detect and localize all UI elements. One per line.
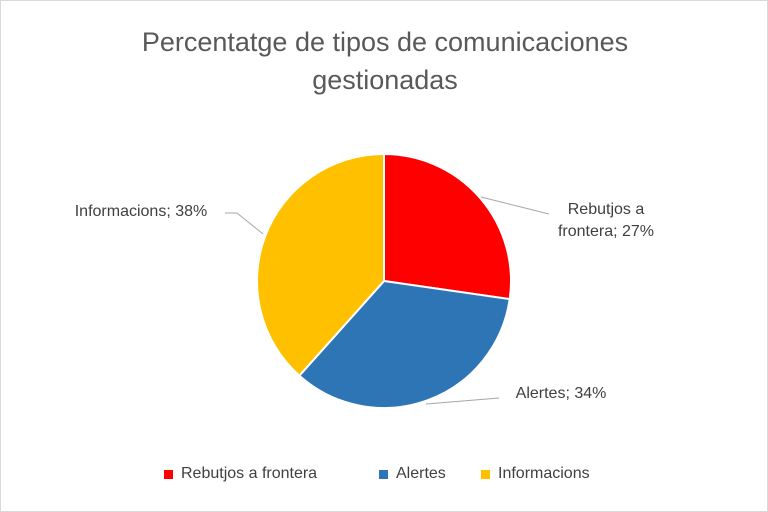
- chart-title: Percentatge de tipos de comunicaciones g…: [141, 27, 629, 95]
- leader-line: [225, 212, 264, 235]
- legend-item: Alertes: [379, 465, 446, 483]
- legend-swatch: [379, 469, 388, 479]
- pie-slice: [383, 152, 512, 301]
- leader-line: [480, 196, 550, 215]
- legend-swatch: [164, 469, 173, 479]
- legend-item: Rebutjos a frontera: [164, 465, 317, 483]
- pie-slice: [256, 152, 385, 378]
- legend-item: Informacions: [481, 465, 590, 483]
- data-label: Alertes; 34%: [515, 385, 607, 402]
- legend-label: Alertes: [396, 465, 446, 482]
- data-label: Informacions; 38%: [74, 203, 208, 220]
- leader-line: [425, 397, 500, 405]
- legend-label: Informacions: [498, 465, 590, 482]
- legend-swatch: [481, 469, 490, 479]
- legend-label: Rebutjos a frontera: [181, 465, 318, 482]
- data-label: Rebutjos a frontera; 27%: [557, 201, 655, 240]
- pie-slice: [297, 279, 511, 409]
